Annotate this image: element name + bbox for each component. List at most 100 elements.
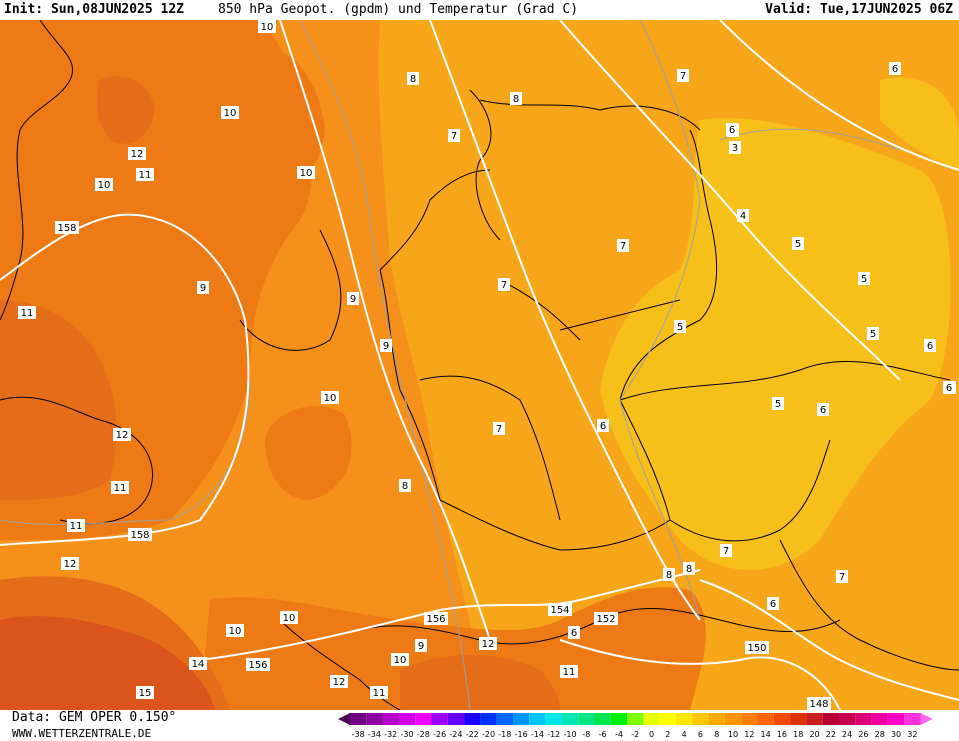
legend-swatch: [724, 713, 742, 725]
temperature-geopotential-map: 10 10 10 12 11 10 9 11 9 10 12 11 11 12 …: [0, 20, 959, 710]
temp-label-text: 14: [192, 659, 205, 670]
geo-label-text: 150: [747, 643, 766, 654]
legend-swatch: [513, 713, 530, 725]
temperature-labels: 10 10 10 12 11 10 9 11 9 10 12 11 11 12 …: [18, 20, 956, 699]
legend-label: -26: [433, 730, 446, 739]
legend-label: -20: [482, 730, 495, 739]
temp-label-text: 6: [820, 405, 826, 416]
temp-label: 12: [61, 557, 79, 570]
field-12-14-se: [400, 655, 560, 710]
legend-label: 22: [826, 730, 836, 739]
field-14-16-sw: [0, 616, 215, 710]
temp-label: 10: [297, 166, 315, 179]
temp-label: 12: [479, 637, 497, 650]
temp-label-text: 6: [729, 125, 735, 136]
legend-label: -28: [417, 730, 430, 739]
temp-label-text: 6: [892, 64, 898, 75]
legend-label: -18: [498, 730, 511, 739]
legend-swatch: [366, 713, 383, 725]
temp-label-text: 10: [300, 168, 313, 179]
temp-label: 7: [493, 422, 505, 435]
legend-label: -38: [352, 730, 365, 739]
color-legend: [338, 713, 933, 725]
temp-label: 5: [772, 397, 784, 410]
temp-label-text: 10: [229, 626, 242, 637]
temp-label: 7: [617, 239, 629, 252]
legend-swatch: [757, 713, 774, 725]
temp-label: 10: [280, 611, 298, 624]
geo-label: 156: [246, 658, 270, 671]
legend-label: 0: [649, 730, 654, 739]
geo-label: 148: [807, 697, 831, 710]
geo-label-text: 148: [809, 699, 828, 710]
field-10-12-center: [265, 405, 352, 500]
temp-label-text: 12: [116, 430, 129, 441]
legend-swatch: [578, 713, 595, 725]
field-10-12-south: [200, 587, 706, 710]
data-source: Data: GEM OPER 0.150°: [12, 710, 177, 725]
legend-label: 20: [809, 730, 819, 739]
temp-label: 7: [677, 69, 689, 82]
temp-label: 7: [498, 278, 510, 291]
legend-swatch: [627, 713, 644, 725]
temp-label-text: 6: [946, 383, 952, 394]
temp-label-text: 8: [402, 481, 408, 492]
temp-label-text: 7: [451, 131, 457, 142]
temp-label-text: 3: [732, 143, 738, 154]
legend-swatch: [839, 713, 856, 725]
legend-swatch: [350, 713, 367, 725]
temp-label: 8: [399, 479, 411, 492]
legend-label: -10: [564, 730, 577, 739]
legend-swatch: [561, 713, 579, 725]
geopotential-labels: 158 158 156 156 154 152 150 148: [55, 221, 831, 710]
temp-label: 9: [197, 281, 209, 294]
legend-labels: -38 -34 -32 -30 -28 -26 -24 -22 -20 -18 -16 -14 -12-…: [352, 730, 918, 739]
geo-label: 156: [424, 612, 448, 625]
field-4-6-ne: [880, 77, 959, 170]
legend-label: 8: [714, 730, 719, 739]
legend-label: -14: [531, 730, 544, 739]
temp-label: 11: [111, 481, 129, 494]
temp-label: 11: [18, 306, 36, 319]
temp-label: 12: [330, 675, 348, 688]
legend-swatch: [871, 713, 888, 725]
legend-label: 2: [665, 730, 670, 739]
legend-swatch: [447, 713, 465, 725]
legend-swatch: [806, 713, 823, 725]
temp-label: 5: [792, 237, 804, 250]
temp-label-text: 4: [740, 211, 746, 222]
temp-label-text: 7: [723, 546, 729, 557]
legend-label: 12: [744, 730, 754, 739]
legend-swatch: [431, 713, 448, 725]
legend-swatch: [610, 713, 628, 725]
temp-label-text: 9: [200, 283, 206, 294]
temp-label: 10: [226, 624, 244, 637]
temp-label: 10: [321, 391, 339, 404]
temp-label: 15: [136, 686, 154, 699]
legend-swatch: [464, 713, 481, 725]
temp-label-text: 15: [139, 688, 152, 699]
temp-label-text: 5: [870, 329, 876, 340]
temp-label-text: 7: [839, 572, 845, 583]
legend-label: 4: [682, 730, 687, 739]
temp-label-text: 12: [64, 559, 77, 570]
temp-label: 6: [817, 403, 829, 416]
legend-swatch: [822, 713, 839, 725]
legend-swatch: [480, 713, 497, 725]
legend-label: -24: [449, 730, 462, 739]
temp-label: 5: [858, 272, 870, 285]
geo-label-text: 152: [596, 614, 615, 625]
legend-label: -4: [615, 730, 623, 739]
temp-label-text: 5: [775, 399, 781, 410]
init-time: Init: Sun,08JUN2025 12Z: [4, 2, 185, 17]
temp-label-text: 11: [114, 483, 127, 494]
temp-label-text: 6: [927, 341, 933, 352]
temp-label-text: 11: [139, 170, 152, 181]
geo-label-text: 158: [57, 223, 76, 234]
legend-label: -34: [368, 730, 381, 739]
legend-swatch: [887, 713, 905, 725]
legend-swatch: [659, 713, 676, 725]
legend-swatch: [708, 713, 725, 725]
legend-label: -8: [582, 730, 590, 739]
